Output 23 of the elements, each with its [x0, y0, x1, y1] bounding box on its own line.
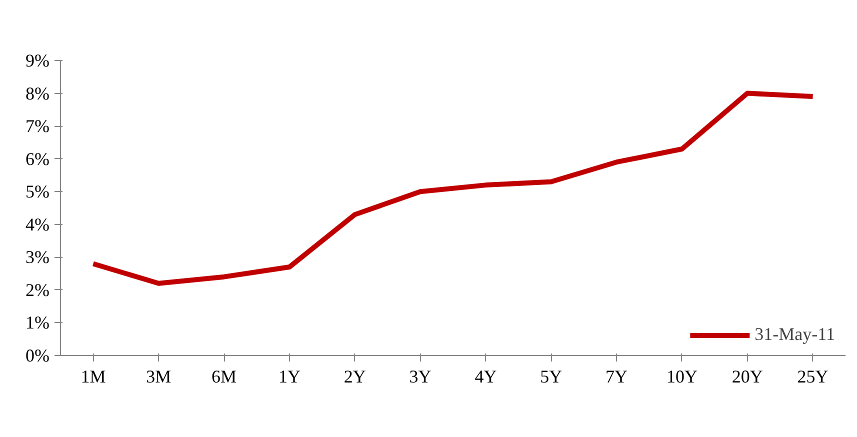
y-tick-label: 6% [26, 148, 50, 169]
x-tick-label: 2Y [344, 366, 366, 386]
x-tick-label: 10Y [666, 366, 698, 386]
y-tick-label: 9% [26, 50, 50, 70]
y-tick-label: 1% [26, 312, 50, 333]
x-tick-label: 5Y [540, 366, 562, 386]
y-tick-label: 8% [26, 83, 50, 104]
x-tick-label: 7Y [606, 366, 628, 386]
y-tick-label: 3% [26, 247, 50, 268]
x-tick-label: 1Y [278, 366, 300, 386]
x-tick-label: 4Y [474, 366, 497, 386]
x-tick-label: 1M [80, 366, 106, 386]
y-tick-label: 2% [26, 280, 50, 300]
x-tick-label: 6M [212, 366, 237, 386]
x-tick-label: 25Y [797, 366, 828, 386]
x-tick-label: 3M [146, 366, 172, 386]
legend-label: 31-May-11 [754, 324, 835, 345]
y-tick-label: 0% [26, 346, 50, 366]
x-tick-label: 20Y [732, 366, 763, 386]
x-tick-label: 3Y [409, 366, 432, 386]
y-tick-label: 4% [26, 214, 50, 234]
y-tick-label: 5% [26, 182, 50, 202]
y-tick-label: 7% [26, 116, 50, 136]
